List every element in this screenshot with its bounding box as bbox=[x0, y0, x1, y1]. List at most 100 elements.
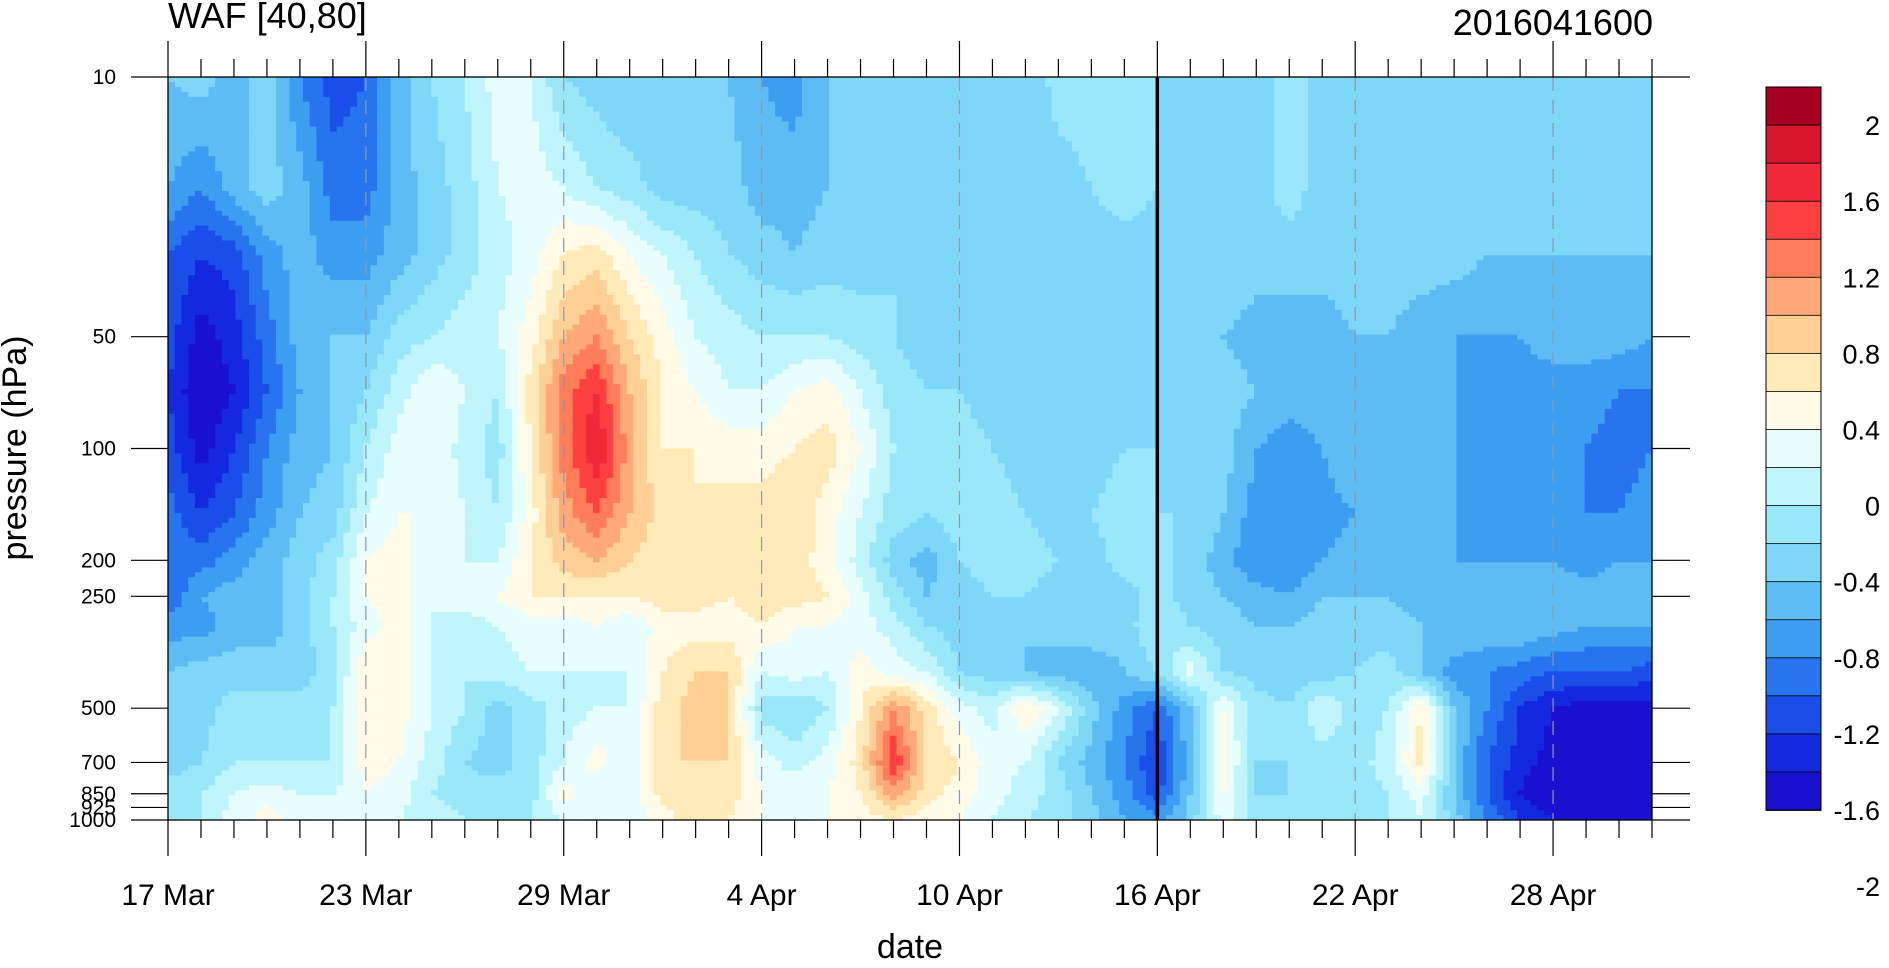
field-cell bbox=[768, 185, 776, 192]
field-cell bbox=[397, 181, 405, 187]
field-cell bbox=[1200, 146, 1208, 152]
field-cell bbox=[1436, 161, 1444, 167]
field-cell bbox=[592, 156, 601, 162]
field-cell bbox=[309, 151, 317, 157]
field-cell bbox=[1186, 111, 1194, 118]
field-cell bbox=[1395, 166, 1404, 172]
field-cell bbox=[721, 106, 729, 113]
field-cell bbox=[1051, 156, 1059, 162]
field-cell bbox=[221, 141, 230, 147]
field-cell bbox=[1523, 106, 1532, 113]
field-cell bbox=[565, 96, 574, 103]
field-cell bbox=[876, 126, 884, 133]
field-cell bbox=[754, 91, 763, 98]
field-cell bbox=[1065, 146, 1073, 152]
field-cell bbox=[390, 171, 398, 177]
field-cell bbox=[822, 96, 830, 103]
field-cell bbox=[1503, 131, 1511, 138]
field-cell bbox=[923, 126, 931, 133]
field-cell bbox=[1132, 116, 1140, 123]
field-cell bbox=[451, 81, 459, 88]
field-cell bbox=[896, 81, 904, 88]
field-cell bbox=[1017, 161, 1026, 167]
field-cell bbox=[721, 91, 729, 98]
field-cell bbox=[910, 96, 918, 103]
field-cell bbox=[255, 146, 264, 152]
field-cell bbox=[1355, 106, 1363, 113]
field-cell bbox=[309, 111, 317, 118]
field-cell bbox=[471, 116, 479, 123]
field-cell bbox=[512, 161, 520, 167]
field-cell bbox=[1503, 151, 1511, 157]
field-cell bbox=[1078, 121, 1086, 128]
field-cell bbox=[1307, 131, 1316, 138]
field-cell bbox=[255, 136, 264, 142]
field-cell bbox=[613, 181, 621, 187]
field-cell bbox=[363, 151, 371, 157]
field-cell bbox=[808, 141, 817, 147]
field-cell bbox=[1436, 131, 1444, 138]
field-cell bbox=[1469, 126, 1478, 133]
field-cell bbox=[707, 136, 715, 142]
field-cell bbox=[296, 96, 304, 103]
field-cell bbox=[174, 96, 183, 103]
field-cell bbox=[485, 151, 493, 157]
field-cell bbox=[363, 121, 371, 128]
field-cell bbox=[437, 96, 446, 103]
field-cell bbox=[1031, 166, 1039, 172]
field-cell bbox=[795, 141, 803, 147]
field-cell bbox=[1618, 176, 1626, 182]
field-cell bbox=[1227, 161, 1235, 167]
field-cell bbox=[1092, 106, 1100, 113]
field-cell bbox=[512, 136, 520, 142]
field-cell bbox=[1577, 181, 1586, 187]
field-cell bbox=[842, 131, 850, 138]
field-cell bbox=[1098, 181, 1107, 187]
field-cell bbox=[606, 131, 614, 138]
field-cell bbox=[957, 77, 965, 83]
field-cell bbox=[1645, 161, 1652, 167]
field-cell bbox=[1402, 96, 1410, 103]
field-cell bbox=[458, 106, 466, 113]
field-cell bbox=[1530, 151, 1538, 157]
field-cell bbox=[883, 146, 891, 152]
field-cell bbox=[309, 86, 317, 93]
field-cell bbox=[808, 176, 817, 182]
field-cell bbox=[201, 131, 210, 138]
field-cell bbox=[390, 101, 398, 108]
field-cell bbox=[1112, 101, 1120, 108]
field-cell bbox=[626, 121, 635, 128]
field-cell bbox=[903, 126, 911, 133]
field-cell bbox=[498, 181, 506, 187]
field-cell bbox=[1024, 111, 1033, 118]
field-cell bbox=[822, 101, 830, 108]
field-cell bbox=[1368, 141, 1377, 147]
field-cell bbox=[1220, 161, 1228, 167]
field-cell bbox=[1382, 131, 1390, 138]
field-cell bbox=[512, 185, 520, 192]
field-cell bbox=[269, 111, 277, 118]
field-cell bbox=[646, 185, 655, 192]
field-cell bbox=[1334, 146, 1343, 152]
field-cell bbox=[754, 96, 763, 103]
field-cell bbox=[1604, 91, 1613, 98]
field-cell bbox=[1267, 156, 1275, 162]
field-cell bbox=[390, 181, 398, 187]
field-cell bbox=[923, 185, 931, 192]
field-cell bbox=[302, 111, 311, 118]
field-cell bbox=[1321, 181, 1329, 187]
field-cell bbox=[1024, 81, 1033, 88]
field-cell bbox=[889, 161, 898, 167]
field-cell bbox=[1017, 166, 1026, 172]
field-cell bbox=[1442, 77, 1451, 83]
field-cell bbox=[1321, 91, 1329, 98]
field-cell bbox=[296, 141, 304, 147]
field-cell bbox=[1503, 96, 1511, 103]
field-cell bbox=[174, 181, 183, 187]
field-cell bbox=[1321, 136, 1329, 142]
field-cell bbox=[781, 161, 790, 167]
field-cell bbox=[1119, 141, 1127, 147]
field-cell bbox=[565, 111, 574, 118]
field-cell bbox=[802, 176, 810, 182]
field-cell bbox=[485, 106, 493, 113]
